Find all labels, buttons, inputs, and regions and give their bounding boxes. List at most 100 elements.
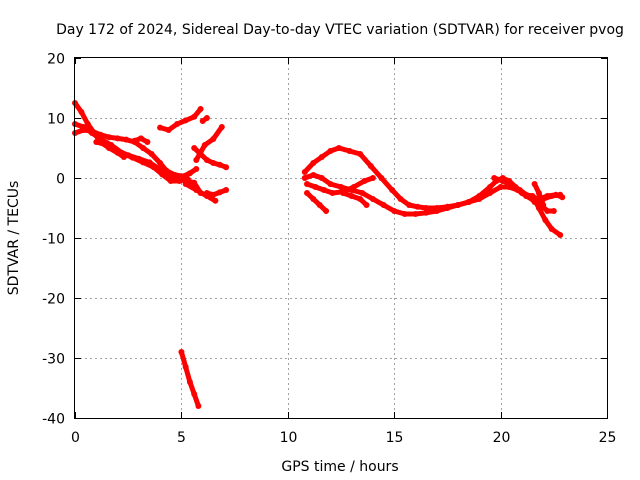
data-point xyxy=(191,113,198,120)
series-arc-13 xyxy=(302,145,565,211)
data-point xyxy=(491,175,498,181)
y-tick-label: -40 xyxy=(42,412,65,428)
data-point xyxy=(93,139,100,145)
data-point xyxy=(186,170,193,177)
x-tick-label: 25 xyxy=(599,430,617,446)
data-point xyxy=(340,190,347,196)
data-point xyxy=(203,190,210,196)
data-point xyxy=(357,196,364,202)
data-point xyxy=(391,208,398,214)
data-point xyxy=(542,217,549,223)
data-point xyxy=(361,178,368,184)
data-point xyxy=(157,160,164,166)
data-point xyxy=(540,202,547,208)
x-tick-label: 5 xyxy=(177,430,186,446)
grid-layer xyxy=(75,58,607,418)
data-point xyxy=(144,139,151,145)
data-point xyxy=(531,181,538,187)
data-point xyxy=(380,202,387,208)
data-point xyxy=(414,203,421,210)
data-point xyxy=(203,115,210,121)
data-point xyxy=(216,161,223,168)
data-point xyxy=(193,157,200,163)
data-point xyxy=(165,172,172,179)
data-point xyxy=(444,205,451,211)
data-point xyxy=(193,187,200,193)
data-point xyxy=(138,135,144,142)
data-point xyxy=(140,145,147,151)
data-point xyxy=(210,160,217,166)
data-point xyxy=(406,202,413,208)
data-point xyxy=(182,364,189,370)
data-point xyxy=(182,181,189,187)
data-point xyxy=(301,169,308,175)
data-point xyxy=(191,391,198,397)
data-point xyxy=(359,190,366,196)
data-point xyxy=(201,142,208,148)
data-point xyxy=(487,184,493,190)
series-arc-8 xyxy=(204,187,229,198)
data-point xyxy=(114,135,121,142)
data-point xyxy=(174,176,181,183)
data-point xyxy=(114,148,121,154)
data-point xyxy=(223,187,230,193)
data-point xyxy=(557,191,564,198)
data-point xyxy=(525,193,532,199)
data-point xyxy=(531,199,538,205)
data-point xyxy=(321,187,327,193)
y-tick-label: -20 xyxy=(42,292,65,308)
series-arc-16 xyxy=(304,190,329,214)
data-point xyxy=(193,166,200,172)
series-layer xyxy=(72,100,566,409)
data-point xyxy=(84,121,91,127)
data-point xyxy=(323,208,330,214)
data-point xyxy=(210,136,217,142)
data-point xyxy=(350,184,357,190)
data-point xyxy=(423,205,430,211)
data-point xyxy=(455,202,461,208)
x-tick-label: 0 xyxy=(71,430,80,446)
series-arc-17 xyxy=(340,190,369,208)
data-point xyxy=(318,175,325,181)
data-point xyxy=(508,181,515,187)
data-point xyxy=(335,145,342,151)
data-point xyxy=(123,136,130,143)
data-point xyxy=(165,127,172,133)
plot-frame xyxy=(74,57,608,419)
data-point xyxy=(544,208,551,214)
data-point xyxy=(178,349,185,355)
data-point xyxy=(203,157,210,163)
data-point xyxy=(329,190,336,196)
data-point xyxy=(389,187,396,193)
x-axis-title: GPS time / hours xyxy=(281,459,398,475)
x-tick-label: 15 xyxy=(386,430,404,446)
y-tick-label: 20 xyxy=(47,52,65,68)
data-point xyxy=(131,137,138,144)
data-point xyxy=(348,193,355,199)
data-point xyxy=(174,121,181,127)
y-tick-label: -10 xyxy=(42,232,65,248)
data-point xyxy=(548,226,555,232)
data-point xyxy=(216,189,223,196)
data-point xyxy=(103,142,110,148)
data-point xyxy=(135,155,142,162)
data-point xyxy=(316,202,323,208)
y-tick-label: -30 xyxy=(42,352,65,368)
data-point xyxy=(197,106,204,112)
data-point xyxy=(423,209,430,216)
data-point xyxy=(310,196,317,202)
data-point xyxy=(433,208,440,214)
data-point xyxy=(210,191,217,198)
data-point xyxy=(89,130,95,136)
data-point xyxy=(125,152,132,159)
data-point xyxy=(304,181,310,187)
data-point xyxy=(157,166,164,173)
data-point xyxy=(363,202,370,208)
data-point xyxy=(157,124,164,131)
data-point xyxy=(550,208,557,214)
data-point xyxy=(148,151,155,157)
data-point xyxy=(378,175,385,181)
data-point xyxy=(191,179,198,186)
data-point xyxy=(535,190,542,196)
